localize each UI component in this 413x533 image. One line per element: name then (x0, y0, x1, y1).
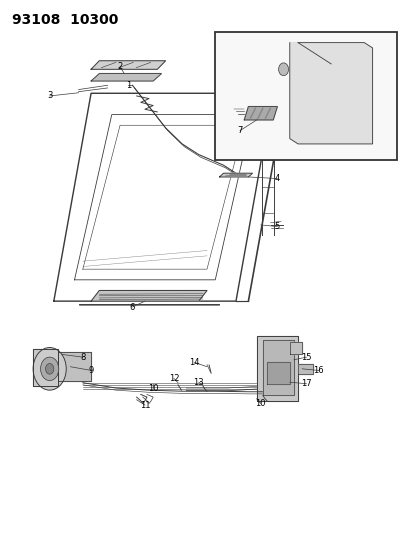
Polygon shape (91, 61, 165, 69)
Text: 9: 9 (88, 366, 93, 375)
Text: 5: 5 (274, 222, 279, 231)
Text: 13: 13 (193, 378, 204, 386)
Polygon shape (91, 74, 161, 81)
Text: 4: 4 (274, 174, 279, 183)
Polygon shape (244, 107, 277, 120)
Bar (215, 32, 396, 160)
Text: 14: 14 (189, 358, 199, 367)
Polygon shape (91, 290, 206, 301)
Polygon shape (289, 342, 301, 354)
Circle shape (40, 357, 59, 381)
Text: 15: 15 (300, 353, 311, 361)
Text: 6: 6 (130, 303, 135, 311)
Text: 11: 11 (139, 401, 150, 409)
Text: 16: 16 (313, 366, 323, 375)
Text: 12: 12 (168, 374, 179, 383)
Circle shape (33, 348, 66, 390)
Text: 7: 7 (237, 126, 242, 135)
Text: 10: 10 (147, 384, 158, 392)
Text: 3: 3 (47, 92, 52, 100)
Polygon shape (262, 340, 293, 395)
Polygon shape (33, 349, 58, 386)
Circle shape (45, 364, 54, 374)
Text: 2: 2 (117, 62, 122, 71)
Text: 93108  10300: 93108 10300 (12, 13, 119, 27)
Text: 8: 8 (80, 353, 85, 361)
Polygon shape (289, 43, 372, 144)
Polygon shape (58, 352, 91, 381)
Polygon shape (266, 362, 289, 384)
Text: 17: 17 (300, 379, 311, 388)
Text: 1: 1 (126, 81, 131, 90)
Text: 10: 10 (255, 399, 266, 408)
Polygon shape (219, 173, 252, 177)
Polygon shape (297, 364, 312, 374)
Circle shape (278, 63, 288, 76)
Polygon shape (256, 336, 297, 401)
